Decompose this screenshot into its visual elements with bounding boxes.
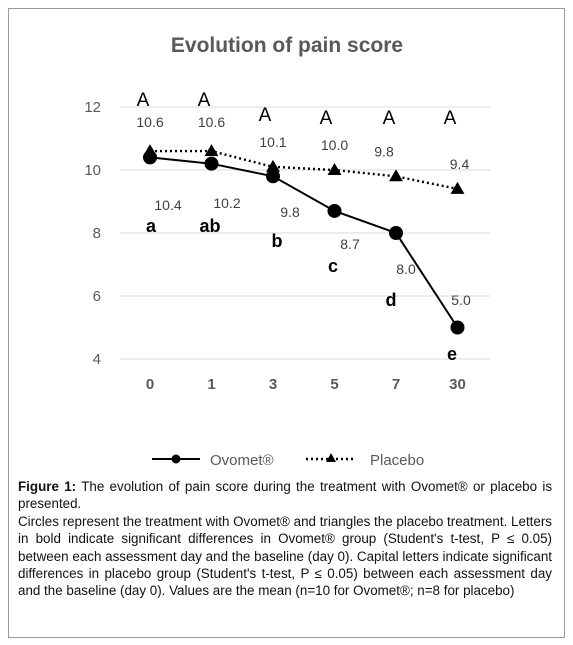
series-markers xyxy=(143,144,465,335)
placebo-significance-letter: A xyxy=(198,90,211,111)
ovomet-significance-letter: a xyxy=(146,216,157,236)
legend-placebo-label: Placebo xyxy=(370,452,424,469)
x-tick-label: 5 xyxy=(330,376,338,393)
ovomet-point xyxy=(389,226,403,240)
data-labels: 10.6 10.6 10.1 10.0 9.8 9.4 A A A A A A 10.4 10.2 9.8 8… xyxy=(136,90,471,364)
y-tick-label: 10 xyxy=(84,162,101,179)
placebo-significance-letter: A xyxy=(137,90,150,111)
placebo-point xyxy=(266,159,280,172)
ovomet-significance-letter: b xyxy=(272,231,283,251)
ovomet-value-label: 8.0 xyxy=(396,261,416,277)
ovomet-point xyxy=(204,156,219,171)
legend-ovomet-marker xyxy=(171,454,181,464)
caption-text-1: The evolution of pain score during the t… xyxy=(18,479,553,512)
ovomet-value-label: 10.4 xyxy=(154,197,181,213)
placebo-value-label: 10.0 xyxy=(321,137,348,153)
ovomet-significance-letter: ab xyxy=(199,216,220,236)
ovomet-point xyxy=(327,203,342,218)
ovomet-point xyxy=(266,169,280,184)
caption-text-2: Circles represent the treatment with Ovo… xyxy=(18,513,552,599)
x-tick-label: 7 xyxy=(392,376,400,393)
legend-placebo-marker xyxy=(326,453,336,462)
ovomet-significance-letter: d xyxy=(386,290,397,310)
ovomet-significance-letter: e xyxy=(447,344,457,364)
placebo-value-label: 9.8 xyxy=(374,143,394,159)
series-lines xyxy=(149,149,459,329)
x-axis-ticks: 0 1 3 5 7 30 xyxy=(146,376,466,393)
placebo-value-label: 10.6 xyxy=(198,114,225,130)
ovomet-value-label: 5.0 xyxy=(451,292,471,308)
x-tick-label: 1 xyxy=(207,376,215,393)
figure-frame xyxy=(8,8,565,638)
placebo-significance-letter: A xyxy=(444,108,457,129)
caption-line-1: Figure 1: The evolution of pain score du… xyxy=(18,478,552,513)
ovomet-value-label: 10.2 xyxy=(213,195,240,211)
placebo-value-label: 10.6 xyxy=(136,114,163,130)
y-tick-label: 4 xyxy=(93,351,101,368)
placebo-point xyxy=(327,163,342,175)
placebo-point xyxy=(204,144,219,157)
ovomet-value-label: 8.7 xyxy=(340,236,360,252)
y-axis-ticks: 4 6 8 10 12 xyxy=(84,99,101,368)
ovomet-significance-letter: c xyxy=(328,256,338,276)
placebo-value-label: 9.4 xyxy=(450,156,470,172)
grid-lines xyxy=(120,106,490,360)
placebo-value-label: 10.1 xyxy=(259,134,286,150)
legend: Ovomet® Placebo xyxy=(152,452,424,469)
y-tick-label: 8 xyxy=(93,225,101,242)
y-tick-label: 12 xyxy=(84,99,101,116)
ovomet-value-label: 9.8 xyxy=(280,204,300,220)
placebo-significance-letter: A xyxy=(259,105,272,126)
x-tick-label: 3 xyxy=(269,376,277,393)
figure-label: Figure 1: xyxy=(18,479,77,494)
x-tick-label: 0 xyxy=(146,376,154,393)
placebo-point xyxy=(450,181,465,194)
ovomet-line xyxy=(149,156,459,329)
placebo-significance-letter: A xyxy=(383,108,396,129)
placebo-line xyxy=(150,149,458,191)
y-tick-label: 6 xyxy=(93,288,101,305)
ovomet-point xyxy=(143,150,157,165)
placebo-significance-letter: A xyxy=(320,108,333,129)
chart-title: Evolution of pain score xyxy=(171,34,403,57)
ovomet-point xyxy=(450,320,465,335)
placebo-point xyxy=(389,169,403,182)
x-tick-label: 30 xyxy=(449,376,466,393)
legend-ovomet-label: Ovomet® xyxy=(210,452,274,469)
figure-caption: Figure 1: The evolution of pain score du… xyxy=(18,478,552,600)
